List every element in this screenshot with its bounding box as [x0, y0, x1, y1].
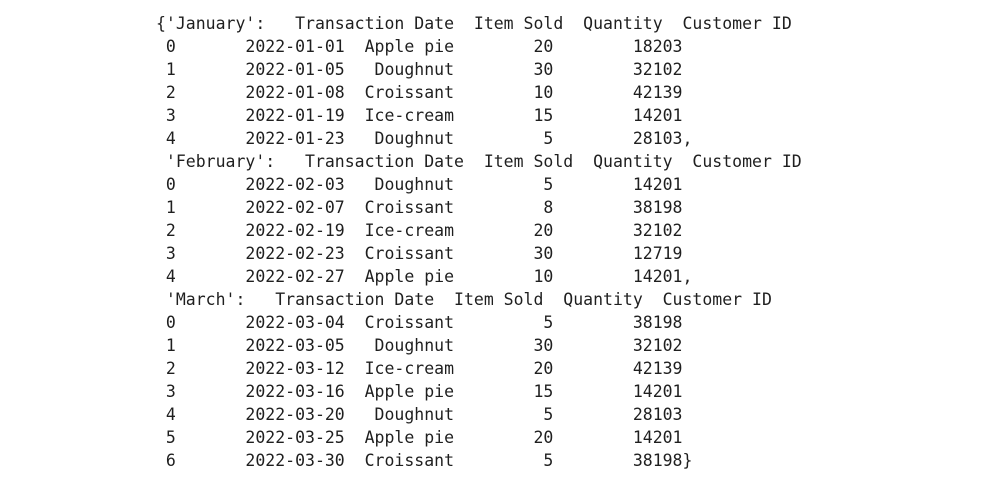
dict-key-march-header-line: 'March': Transaction Date Item Sold Quan… — [156, 290, 772, 309]
table-row: 4 2022-03-20 Doughnut 5 28103 — [156, 405, 683, 424]
table-row: 3 2022-02-23 Croissant 30 12719 — [156, 244, 683, 263]
table-row: 4 2022-02-27 Apple pie 10 14201, — [156, 267, 693, 286]
table-row: 2 2022-02-19 Ice-cream 20 32102 — [156, 221, 683, 240]
table-row: 0 2022-02-03 Doughnut 5 14201 — [156, 175, 683, 194]
table-row: 6 2022-03-30 Croissant 5 38198} — [156, 451, 693, 470]
dict-key-february-header-line: 'February': Transaction Date Item Sold Q… — [156, 152, 802, 171]
dict-key-january-header-line: {'January': Transaction Date Item Sold Q… — [156, 14, 792, 33]
table-row: 5 2022-03-25 Apple pie 20 14201 — [156, 428, 683, 447]
table-row: 2 2022-03-12 Ice-cream 20 42139 — [156, 359, 683, 378]
table-row: 1 2022-03-05 Doughnut 30 32102 — [156, 336, 683, 355]
table-row: 3 2022-01-19 Ice-cream 15 14201 — [156, 106, 683, 125]
table-row: 1 2022-02-07 Croissant 8 38198 — [156, 198, 683, 217]
table-row: 4 2022-01-23 Doughnut 5 28103, — [156, 129, 693, 148]
printed-dict-output: {'January': Transaction Date Item Sold Q… — [156, 12, 802, 472]
table-row: 3 2022-03-16 Apple pie 15 14201 — [156, 382, 683, 401]
table-row: 2 2022-01-08 Croissant 10 42139 — [156, 83, 683, 102]
table-row: 0 2022-03-04 Croissant 5 38198 — [156, 313, 683, 332]
table-row: 1 2022-01-05 Doughnut 30 32102 — [156, 60, 683, 79]
table-row: 0 2022-01-01 Apple pie 20 18203 — [156, 37, 683, 56]
